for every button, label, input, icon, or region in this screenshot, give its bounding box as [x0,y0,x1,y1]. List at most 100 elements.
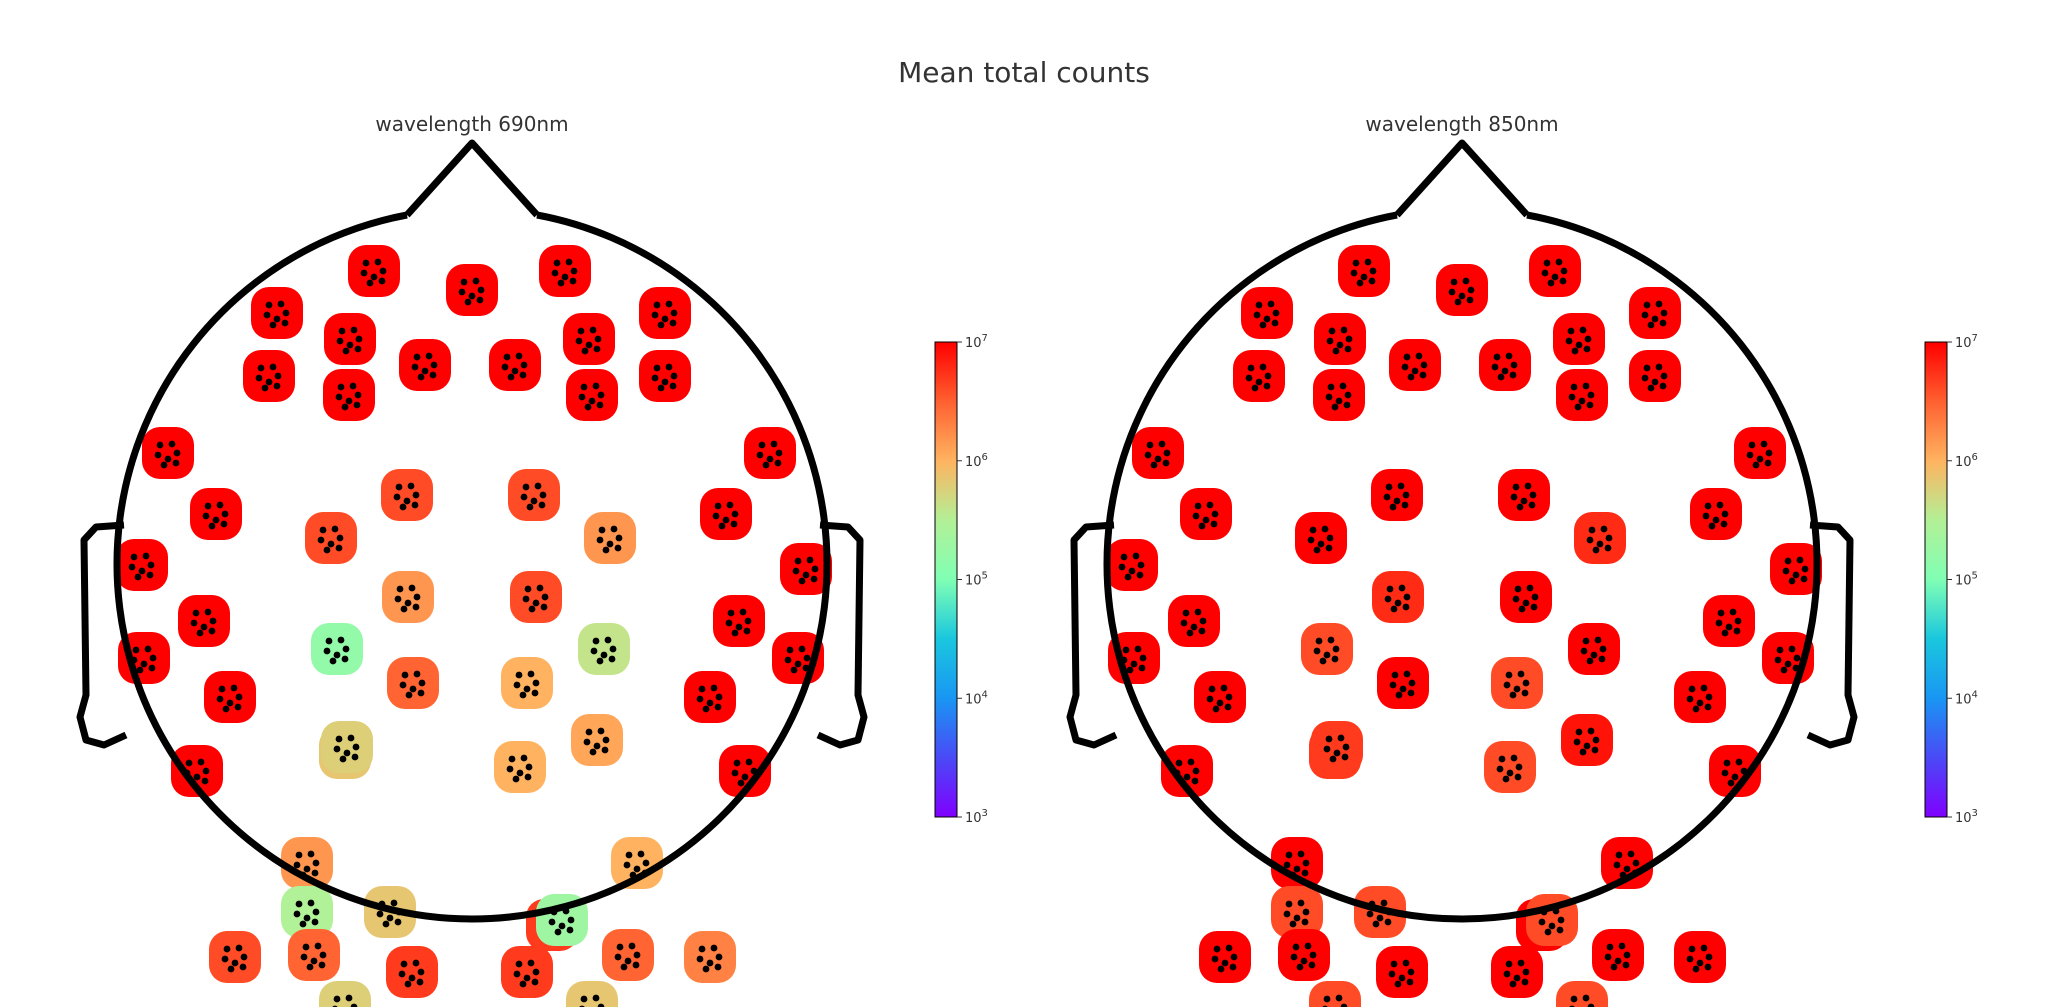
sensor-dot [1800,575,1808,583]
head-outline [1103,139,1821,923]
sensor-dot [1225,944,1233,952]
sensor-dot [524,773,532,781]
sensor-dot [349,382,357,390]
electrode-patch [639,350,691,402]
sensor-dot [335,544,343,552]
sensor-dot [1217,965,1225,973]
sensor-dot [430,361,438,369]
sensor-dot [376,910,384,918]
sensor-dot [1503,970,1511,978]
sensor-dot [1296,963,1304,971]
sensor-dot [585,728,593,736]
sensor-dot [811,565,819,573]
sensor-dot [1496,765,1504,773]
sensor-dot [592,994,600,1002]
sensor-dot [295,900,303,908]
electrode-patch [1484,741,1536,793]
sensor-dot [1518,605,1526,613]
sensor-dot [570,267,578,275]
sensor-dot [1402,959,1410,967]
electrode-patch [1556,369,1608,421]
sensor-dot [794,660,802,668]
sensor-dot [588,397,596,405]
sensor-dot [745,758,753,766]
sensor-dot [1366,910,1374,918]
sensor-dot [1389,681,1397,689]
sensor-dot [1715,619,1723,627]
sensor-dot [1403,670,1411,678]
electrode-patch [116,539,168,591]
sensor-dot [1190,623,1198,631]
ear-outline [1806,521,1858,749]
electrode-patch [719,745,771,797]
electrode-patch [1338,245,1390,297]
sensor-dot [1784,660,1792,668]
sensor-dot [221,955,229,963]
sensor-dot [1293,914,1301,922]
sensor-dot [1210,520,1218,528]
electrode-patch [1529,245,1581,297]
sensor-dot [337,636,345,644]
sensor-dot [235,693,243,701]
sensor-dot [218,685,226,693]
sensor-dot [342,347,350,355]
sensor-dot [1570,383,1578,391]
sensor-dot [557,279,565,287]
sensor-dot [584,403,592,411]
sensor-dot [1586,536,1594,544]
sensor-dot [1502,775,1510,783]
figure-title: Mean total counts [898,56,1150,89]
sensor-dot [1521,978,1529,986]
sensor-dot [350,326,358,334]
electrode-patch [508,469,560,521]
sensor-dot [538,501,546,509]
sensor-dot [565,258,573,266]
sensor-dot [577,327,585,335]
sensor-dot [265,378,273,386]
sensor-dot [766,455,774,463]
sensor-dot [1339,382,1347,390]
sensor-dot [1267,300,1275,308]
sensor-dot [1647,384,1655,392]
sensor-dot [1565,337,1573,345]
electrode-patch [1556,981,1608,1007]
sensor-dot [515,352,523,360]
sensor-dot [1776,646,1784,654]
sensor-dot [511,367,519,375]
topomap-panel-690nm: wavelength 690nm 103 104 105 106 107 [76,112,988,1007]
sensor-dot [1692,705,1700,713]
sensor-dot [608,655,616,663]
sensor-dot [1510,361,1518,369]
sensor-dot [1587,391,1595,399]
sensor-dot [1512,483,1520,491]
electrode-patch [381,469,433,521]
sensor-dot [651,374,659,382]
sensor-dot [1548,922,1556,930]
electrode-patch [1601,837,1653,889]
sensor-dot [581,347,589,355]
sensor-dot [1717,609,1725,617]
sensor-dot [1408,679,1416,687]
electrode-patch [1561,714,1613,766]
sensor-dot [592,382,600,390]
sensor-dot [1692,965,1700,973]
sensor-dot [1411,367,1419,375]
sensor-dot [1506,769,1514,777]
sensor-dot [1329,755,1337,763]
sensor-dot [1229,963,1237,971]
sensor-dot [404,599,412,607]
sensor-dot [661,315,669,323]
sensor-dot [1221,959,1229,967]
sensor-dot [1454,298,1462,306]
sensor-dot [239,963,247,971]
sensor-dot [1386,585,1394,593]
sensor-dot [1402,603,1410,611]
sensor-dot [1613,861,1621,869]
sensor-dot [1579,326,1587,334]
sensor-dot [311,918,319,926]
sensor-dot [1313,647,1321,655]
sensor-dot [1124,573,1132,581]
colorbar-tick-label: 103 [1955,808,1978,826]
sensor-dot [614,953,622,961]
sensor-dot [520,493,528,501]
